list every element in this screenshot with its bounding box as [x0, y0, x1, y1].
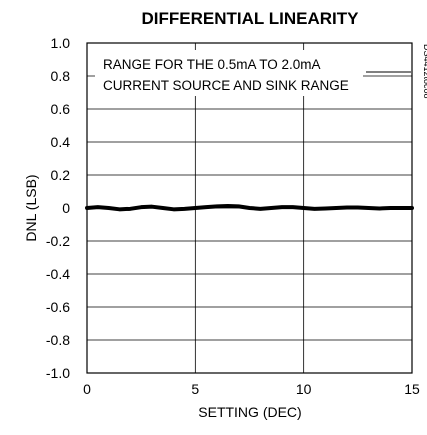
y-tick-label: 0	[62, 200, 70, 216]
document-id: DS4412toc08	[422, 44, 427, 99]
series-group	[85, 204, 414, 212]
x-tick-label: 15	[404, 381, 420, 397]
y-tick-label: 0.8	[51, 68, 71, 84]
x-axis-label: SETTING (DEC)	[198, 404, 301, 420]
annotation-line-2: CURRENT SOURCE AND SINK RANGE	[103, 78, 349, 93]
dnl-series-line	[85, 204, 414, 212]
y-tick-label: -0.8	[46, 332, 70, 348]
chart-title: DIFFERENTIAL LINEARITY	[142, 9, 360, 28]
y-tick-label: 0.2	[51, 167, 71, 183]
y-tick-label: -0.6	[46, 299, 70, 315]
y-tick-label: -0.2	[46, 233, 70, 249]
y-tick-label: -1.0	[46, 365, 70, 381]
x-tick-label: 10	[296, 381, 312, 397]
y-axis-label: DNL (LSB)	[23, 174, 39, 241]
annotation-line-1: RANGE FOR THE 0.5mA TO 2.0mA	[103, 57, 321, 72]
x-tick-label: 0	[83, 381, 91, 397]
x-tick-label: 5	[191, 381, 199, 397]
y-tick-label: 0.6	[51, 101, 71, 117]
y-tick-label: -0.4	[46, 266, 70, 282]
annotation-background	[95, 50, 363, 96]
x-tick-labels: 0 5 10 15	[83, 381, 420, 397]
y-tick-label: 1.0	[51, 35, 71, 51]
y-tick-label: 0.4	[51, 134, 71, 150]
y-tick-labels: 1.0 0.8 0.6 0.4 0.2 0 -0.2 -0.4 -0.6 -0.8 -1.0	[46, 35, 70, 381]
